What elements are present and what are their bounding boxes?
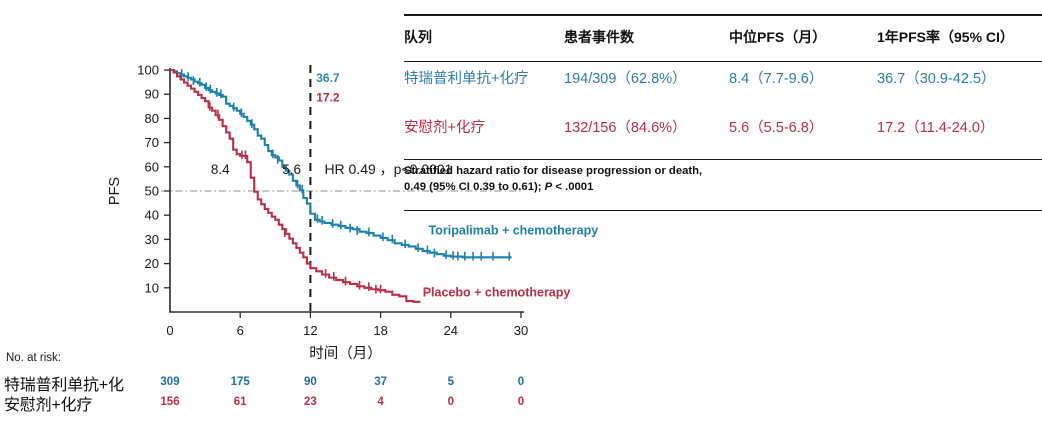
summary-table-row: 安慰剂+化疗 132/156（84.6%） 5.6（5.5-6.8） 17.2（11.… xyxy=(404,102,1042,151)
km-curve xyxy=(170,68,421,303)
summary-table-row: 特瑞普利单抗+化疗 194/309（62.8%） 8.4（7.7-9.6） 36.7（… xyxy=(404,53,1042,102)
y-axis-title: PFS xyxy=(107,177,123,205)
header-events: 患者事件数 xyxy=(564,28,634,45)
risk-value: 0 xyxy=(447,396,454,408)
x-tick-label: 30 xyxy=(514,323,528,338)
risk-value: 23 xyxy=(303,396,317,408)
km-curve xyxy=(170,68,512,259)
risk-value: 156 xyxy=(160,396,180,408)
summary-table-body: 特瑞普利单抗+化疗 194/309（62.8%） 8.4（7.7-9.6） 36.7（… xyxy=(404,53,1042,151)
hazard-note-line2: 0.49 (95% CI 0.39 to 0.61); P < .0001 xyxy=(404,179,964,195)
risk-value: 61 xyxy=(233,396,247,408)
km-plot-container: 10 20 30 40 50 60 70 80 90 100 0 6 12 18 24 30 时间（月） PFS T… xyxy=(0,0,620,361)
y-tick-label: 90 xyxy=(145,87,159,102)
landmark-value-placebo: 17.2 xyxy=(316,90,340,104)
risk-value: 309 xyxy=(160,376,180,388)
y-tick-label: 40 xyxy=(145,208,159,223)
number-at-risk-table: No. at risk: 特瑞普利单抗+化 309 175 90 37 5 0 安慰剂+化疗 1… xyxy=(0,352,620,429)
risk-value: 4 xyxy=(377,396,384,408)
y-tick-label: 10 xyxy=(145,280,159,295)
km-plot-svg: 10 20 30 40 50 60 70 80 90 100 0 6 12 18 24 30 时间（月） PFS T… xyxy=(107,63,599,361)
summary-cell-events: 132/156（84.6%） xyxy=(564,120,687,136)
summary-cell-cohort: 安慰剂+化疗 xyxy=(404,120,485,136)
series-placebo xyxy=(170,68,421,303)
curve-label-placebo: Placebo + chemotherapy xyxy=(423,286,571,300)
risk-row-label: 特瑞普利单抗+化 xyxy=(4,377,124,394)
hazard-note-line2-pre: 0.49 (95% CI 0.39 to 0.61); xyxy=(404,181,545,194)
x-axis-title: 时间（月） xyxy=(309,345,382,360)
table-rule-mid xyxy=(404,61,1042,63)
header-cohort: 队列 xyxy=(404,28,432,45)
risk-table-title: No. at risk: xyxy=(6,352,61,364)
curve-label-toripalimab: Toripalimab + chemotherapy xyxy=(429,224,599,238)
header-median-pfs: 中位PFS（月） xyxy=(729,28,827,45)
risk-value: 0 xyxy=(517,396,525,408)
y-tick-label: 80 xyxy=(145,111,159,126)
risk-row-label: 安慰剂+化疗 xyxy=(4,397,93,414)
risk-value: 5 xyxy=(447,376,454,388)
hazard-note-p-symbol: P xyxy=(544,181,553,194)
y-tick-label: 30 xyxy=(145,232,159,247)
risk-value: 0 xyxy=(517,376,525,388)
x-tick-label: 6 xyxy=(237,323,244,338)
hazard-ratio-inline-label: HR 0.49 ，p<0.0001 xyxy=(324,161,452,177)
summary-cell-median_pfs: 5.6（5.5-6.8） xyxy=(729,120,824,136)
summary-cell-median_pfs: 8.4（7.7-9.6） xyxy=(729,71,824,87)
summary-cell-events: 194/309（62.8%） xyxy=(564,71,687,87)
y-tick-label: 100 xyxy=(137,63,159,78)
x-tick-label: 24 xyxy=(444,323,458,338)
hazard-note-line1: Stratified hazard ratio for disease prog… xyxy=(404,165,703,177)
series-toripalimab xyxy=(170,68,512,261)
x-tick-label: 12 xyxy=(303,323,317,338)
landmark-value-toripalimab: 36.7 xyxy=(316,71,340,85)
hazard-ratio-note: Stratified hazard ratio for disease prog… xyxy=(404,163,964,195)
median-label-toripalimab: 8.4 xyxy=(211,162,230,177)
y-tick-label: 70 xyxy=(145,135,159,150)
summary-table-grid: 队列 患者事件数 中位PFS（月） 1年PFS率（95% CI） 特瑞普利单抗+… xyxy=(404,6,1042,151)
summary-table: 队列 患者事件数 中位PFS（月） 1年PFS率（95% CI） 特瑞普利单抗+… xyxy=(404,6,1042,161)
summary-cell-rate_12mo: 36.7（30.9-42.5） xyxy=(877,71,996,87)
y-tick-label: 50 xyxy=(145,184,159,199)
median-label-placebo: 5.6 xyxy=(282,162,301,177)
risk-value: 37 xyxy=(374,376,387,388)
x-tick-label: 0 xyxy=(166,323,173,338)
risk-value: 90 xyxy=(303,376,317,388)
note-rule-bottom xyxy=(404,210,1042,212)
summary-cell-cohort: 特瑞普利单抗+化疗 xyxy=(404,71,529,87)
table-rule-bottom xyxy=(404,159,1042,161)
table-rule-top xyxy=(404,14,1042,16)
y-tick-label: 60 xyxy=(145,159,159,174)
header-12mo-rate: 1年PFS率（95% CI） xyxy=(877,28,1014,45)
risk-value: 175 xyxy=(230,376,250,388)
hazard-note-line2-post: < .0001 xyxy=(552,181,594,194)
summary-cell-rate_12mo: 17.2（11.4-24.0） xyxy=(877,120,995,136)
summary-table-header-row: 队列 患者事件数 中位PFS（月） 1年PFS率（95% CI） xyxy=(404,6,1042,53)
x-tick-label: 18 xyxy=(373,323,387,338)
y-tick-label: 20 xyxy=(145,256,159,271)
plot-axes xyxy=(169,68,524,313)
